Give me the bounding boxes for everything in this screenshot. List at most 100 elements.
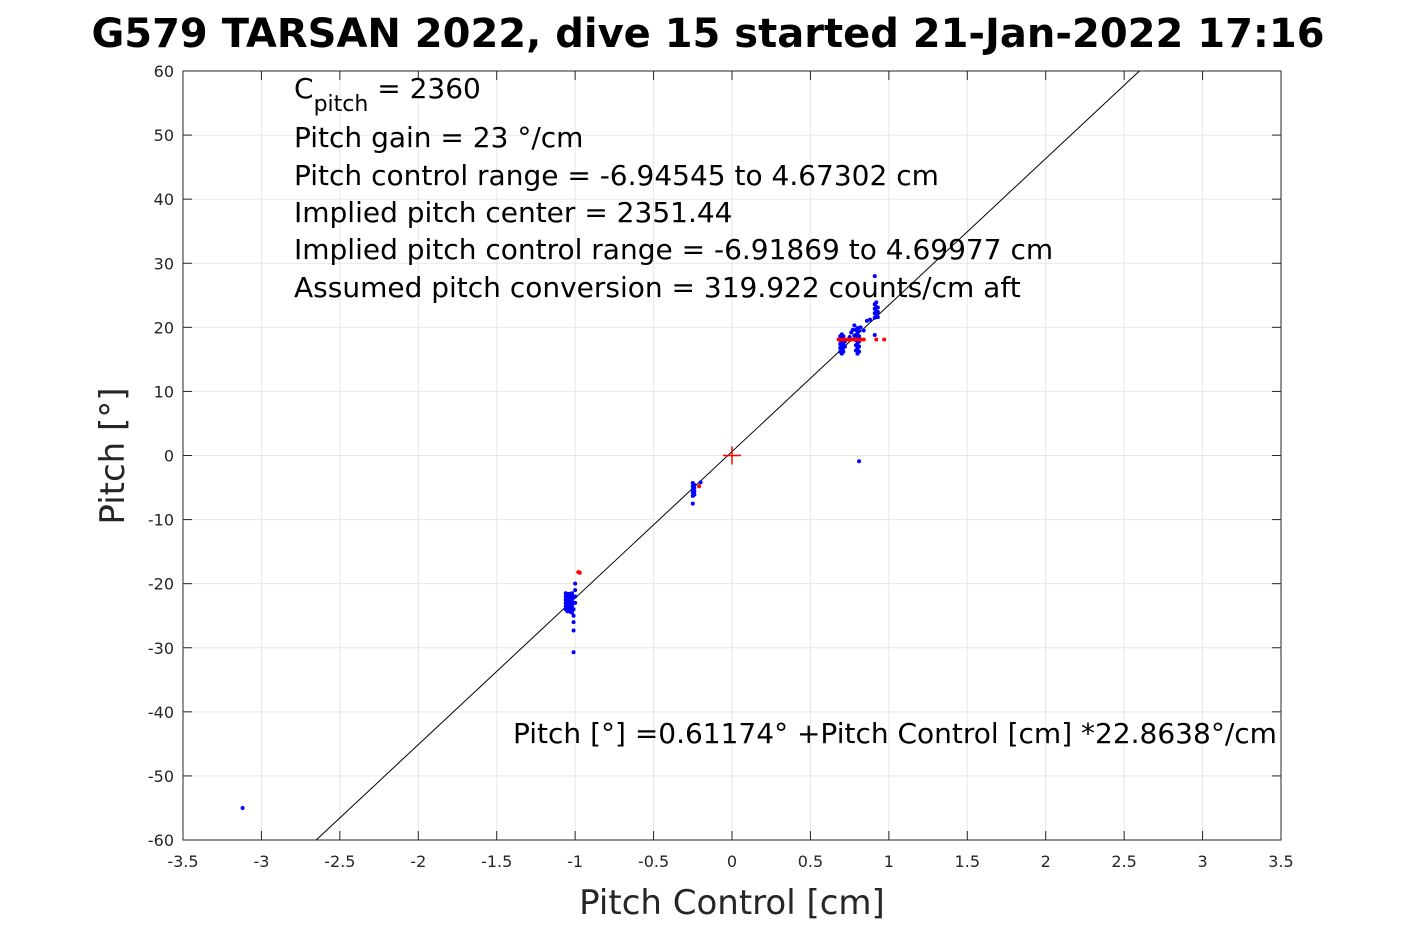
data-point (692, 489, 697, 494)
data-point (857, 334, 862, 339)
data-point (861, 328, 866, 333)
data-point (858, 325, 863, 330)
data-point (570, 604, 575, 609)
implied-pitch-control-range-text: Implied pitch control range = -6.91869 t… (294, 233, 1053, 266)
data-point (842, 344, 847, 349)
data-point (692, 482, 697, 487)
data-point (857, 344, 862, 349)
c-pitch-subscript: pitch (314, 92, 369, 117)
pitch-control-range-text: Pitch control range = -6.94545 to 4.6730… (294, 159, 939, 192)
data-point (846, 337, 851, 342)
axis-ticks: -3.5 -3 -2.5 -2 -1.5 -1 -0.5 0 0.5 1 1.5 2 2.5 3 3.5 -6… (148, 62, 1294, 871)
implied-pitch-center-text: Implied pitch center = 2351.44 (294, 196, 732, 229)
y-tick-label: 10 (154, 382, 174, 401)
data-point (839, 337, 844, 342)
data-point (690, 501, 695, 506)
data-point (868, 317, 873, 322)
y-tick-label: -30 (148, 639, 174, 658)
data-point (855, 325, 860, 330)
data-point (571, 650, 576, 655)
data-point (872, 333, 877, 338)
data-point (857, 329, 862, 334)
x-tick-label: 1 (884, 852, 894, 871)
data-point (573, 581, 578, 586)
data-point (861, 337, 866, 342)
data-point (874, 337, 879, 342)
data-point (570, 597, 575, 602)
data-point (573, 594, 578, 599)
data-point (841, 349, 846, 354)
data-point (874, 300, 879, 305)
y-tick-label: 60 (154, 62, 174, 81)
fit-equation-text: Pitch [°] =0.61174° +Pitch Control [cm] … (513, 717, 1277, 750)
data-point (850, 327, 855, 332)
data-point (855, 337, 860, 342)
pitch-gain-text: Pitch gain = 23 °/cm (294, 121, 583, 154)
x-tick-label: 2.5 (1111, 852, 1136, 871)
chart-title: G579 TARSAN 2022, dive 15 started 21-Jan… (91, 11, 1324, 57)
data-point (698, 480, 703, 485)
y-tick-label: 20 (154, 318, 174, 337)
red-series (576, 337, 887, 575)
data-point (836, 337, 841, 342)
x-tick-label: -2.5 (324, 852, 355, 871)
data-point (573, 600, 578, 605)
data-point (875, 305, 880, 310)
data-point (857, 349, 862, 354)
x-tick-label: 3.5 (1268, 852, 1293, 871)
y-tick-label: 50 (154, 126, 174, 145)
data-point (849, 337, 854, 342)
y-tick-label: 40 (154, 190, 174, 209)
c-pitch-symbol: C (294, 72, 314, 105)
data-point (573, 588, 578, 593)
center-marker-group (723, 446, 741, 465)
data-point (571, 607, 576, 612)
x-tick-label: -3.5 (167, 852, 198, 871)
data-point (864, 318, 869, 323)
y-tick-label: -20 (148, 575, 174, 594)
data-point (841, 334, 846, 339)
data-point (570, 610, 575, 615)
y-tick-label: 0 (164, 447, 174, 466)
data-point (571, 620, 576, 625)
x-tick-label: -0.5 (638, 852, 669, 871)
annotation-block: Cpitch = 2360 Pitch gain = 23 °/cm Pitch… (294, 72, 1053, 304)
data-point (697, 484, 702, 489)
x-axis-label: Pitch Control [cm] (579, 883, 885, 923)
x-tick-label: -1.5 (481, 852, 512, 871)
assumed-pitch-conversion-text: Assumed pitch conversion = 319.922 count… (294, 271, 1021, 304)
x-tick-label: 0.5 (798, 852, 823, 871)
data-point (842, 337, 847, 342)
data-point (570, 591, 575, 596)
x-tick-label: 2 (1041, 852, 1051, 871)
x-tick-label: -2 (410, 852, 426, 871)
c-pitch-value: = 2360 (368, 72, 481, 105)
y-tick-label: -50 (148, 767, 174, 786)
y-tick-label: -40 (148, 703, 174, 722)
data-point (857, 459, 862, 464)
data-point (858, 337, 863, 342)
data-point (240, 805, 245, 810)
data-point (571, 628, 576, 633)
data-point (577, 570, 582, 575)
y-tick-label: -10 (148, 511, 174, 530)
x-tick-label: 3 (1197, 852, 1207, 871)
data-points (240, 274, 887, 810)
data-point (875, 315, 880, 320)
data-point (692, 486, 697, 491)
data-point (882, 337, 887, 342)
data-point (852, 337, 857, 342)
grid (182, 70, 1282, 841)
data-point (571, 613, 576, 618)
data-point (852, 323, 857, 328)
data-point (692, 492, 697, 497)
x-tick-label: 1.5 (955, 852, 980, 871)
data-point (872, 274, 877, 279)
y-tick-label: -60 (148, 831, 174, 850)
y-tick-label: 30 (154, 254, 174, 273)
data-point (875, 309, 880, 314)
y-axis-label: Pitch [°] (93, 387, 133, 524)
c-pitch-annotation: Cpitch = 2360 (294, 72, 481, 117)
x-tick-label: 0 (727, 852, 737, 871)
